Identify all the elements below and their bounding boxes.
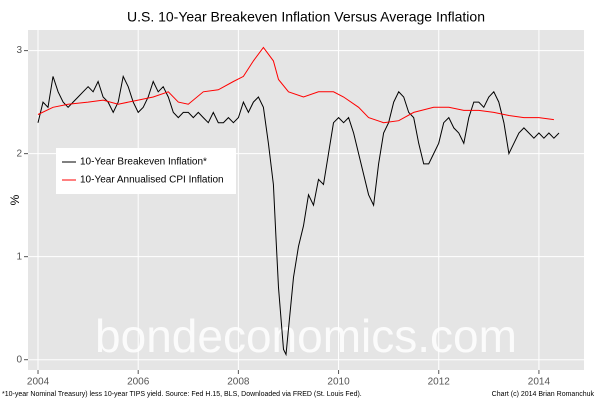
legend-label: 10-Year Annualised CPI Inflation (80, 175, 224, 186)
watermark: bondeconomics.com (95, 310, 517, 362)
credit: Chart (c) 2014 Brian Romanchuk (492, 391, 595, 398)
y-axis-label: % (8, 194, 22, 205)
plot-panel (28, 30, 584, 370)
x-tick-label: 2006 (127, 377, 150, 388)
y-tick-label: 2 (16, 148, 22, 159)
x-tick-label: 2012 (428, 377, 451, 388)
x-tick-label: 2014 (528, 377, 551, 388)
x-tick-label: 2004 (27, 377, 50, 388)
y-tick-label: 0 (16, 354, 22, 365)
footnote: *10-year Nominal Treasury) less 10-year … (2, 391, 362, 398)
chart-title: U.S. 10-Year Breakeven Inflation Versus … (127, 9, 485, 25)
series-line (37, 74, 560, 357)
y-tick-label: 3 (16, 45, 22, 56)
x-tick-label: 2010 (327, 377, 350, 388)
y-tick-label: 1 (16, 251, 22, 262)
legend-label: 10-Year Breakeven Inflation* (80, 157, 207, 168)
series-line (37, 46, 554, 124)
legend-box (56, 148, 236, 194)
x-tick-label: 2008 (227, 377, 250, 388)
